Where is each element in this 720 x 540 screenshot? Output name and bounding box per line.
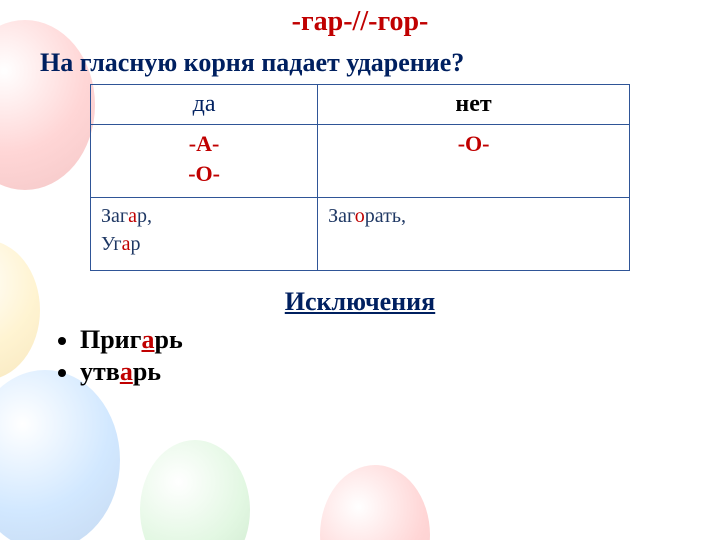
vowel-cell-net: -О- xyxy=(318,125,630,198)
example-word: Угар xyxy=(101,233,141,255)
exceptions-heading: Исключения xyxy=(40,287,680,317)
vowel-da-o: -О- xyxy=(188,161,220,186)
table-row: -А- -О- -О- xyxy=(91,125,630,198)
vowel-da-a: -А- xyxy=(189,131,220,156)
col-header-net: нет xyxy=(318,85,630,125)
example-word: Загар, xyxy=(101,205,152,227)
list-item: Пригарь xyxy=(80,325,680,355)
exceptions-list: Пригарь утварь xyxy=(80,325,680,387)
rule-table: да нет -А- -О- -О- Загар, Угар xyxy=(90,84,630,271)
page-title: -гар-//-гор- xyxy=(40,6,680,38)
table-row: да нет xyxy=(91,85,630,125)
example-word: Загорать, xyxy=(328,205,406,227)
examples-cell-da: Загар, Угар xyxy=(91,198,318,271)
list-item: утварь xyxy=(80,357,680,387)
vowel-net-o: -О- xyxy=(458,131,490,156)
examples-cell-net: Загорать, xyxy=(318,198,630,271)
col-header-da: да xyxy=(91,85,318,125)
vowel-cell-da: -А- -О- xyxy=(91,125,318,198)
question-text: На гласную корня падает ударение? xyxy=(40,48,680,78)
table-row: Загар, Угар Загорать, xyxy=(91,198,630,271)
